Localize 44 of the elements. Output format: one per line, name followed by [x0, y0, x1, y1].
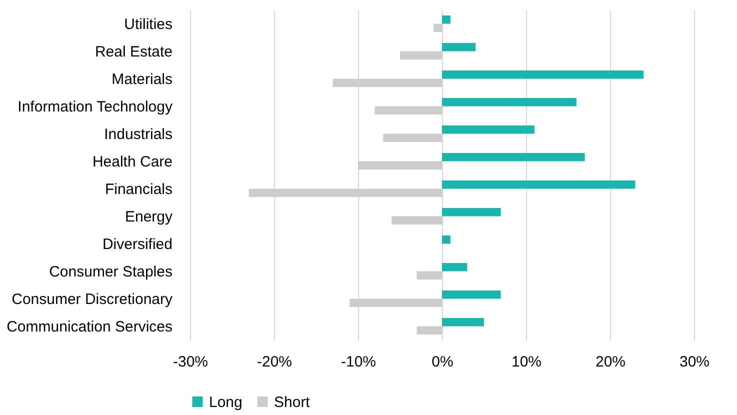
x-tick-label: 20% — [595, 354, 626, 370]
bar — [442, 126, 534, 134]
y-tick-label: Information Technology — [18, 98, 173, 116]
y-tick-label: Utilities — [124, 16, 172, 33]
y-tick-label: Industrials — [104, 126, 172, 143]
x-tick-label: 30% — [679, 354, 710, 370]
bar — [442, 263, 468, 272]
bar — [442, 70, 644, 79]
x-tick-label: -10% — [340, 354, 376, 370]
y-tick-label: Diversified — [102, 236, 172, 253]
y-tick-label: Energy — [124, 208, 173, 226]
bar — [442, 236, 450, 244]
bar — [332, 78, 442, 87]
bar — [442, 208, 501, 216]
x-tick-label: -20% — [256, 354, 292, 370]
legend-label: Long — [209, 394, 242, 411]
x-tick-label: 0% — [432, 354, 454, 370]
y-tick-label: Financials — [104, 180, 172, 198]
bar — [442, 43, 476, 52]
y-tick-label: Consumer Discretionary — [12, 290, 173, 308]
bar — [350, 298, 442, 307]
bar — [434, 24, 442, 32]
bar — [442, 153, 585, 162]
bar — [442, 318, 484, 326]
bar — [442, 290, 501, 299]
bar — [383, 134, 442, 142]
bar — [392, 216, 442, 224]
bar — [416, 326, 442, 334]
legend-label: Short — [274, 394, 311, 411]
y-tick-label: Health Care — [92, 153, 172, 170]
y-tick-label: Consumer Staples — [49, 263, 172, 280]
y-tick-label: Materials — [112, 70, 172, 88]
bar — [400, 51, 442, 60]
bar — [358, 161, 442, 170]
x-tick-label: 10% — [511, 354, 542, 370]
y-tick-label: Communication Services — [6, 318, 172, 336]
y-tick-label: Real Estate — [94, 43, 172, 60]
bar — [248, 188, 442, 197]
bar — [374, 106, 442, 114]
bar — [442, 16, 450, 24]
bar — [442, 180, 636, 189]
x-tick-label: -30% — [172, 354, 208, 370]
bar — [416, 271, 442, 280]
bar — [442, 98, 576, 106]
